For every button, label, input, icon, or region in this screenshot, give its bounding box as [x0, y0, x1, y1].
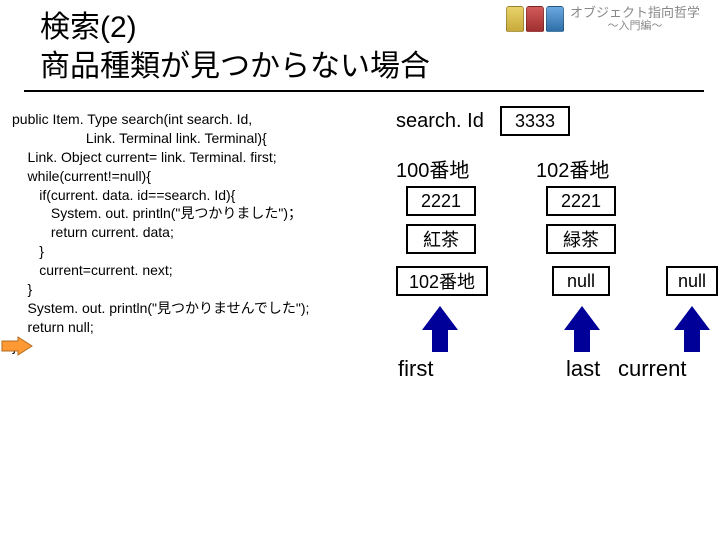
- header: 検索(2) 商品種類が見つからない場合 オブジェクト指向哲学 ～入門編～: [0, 0, 720, 86]
- last-label: last: [566, 356, 600, 382]
- addr-label-1: 100番地: [396, 154, 469, 183]
- node1-name: 紅茶: [406, 224, 476, 254]
- up-arrow-icon: [562, 306, 602, 352]
- node1-id: 2221: [406, 186, 476, 216]
- up-arrow-icon: [672, 306, 712, 352]
- node2-next: null: [552, 266, 610, 296]
- addr-label-2: 102番地: [536, 154, 609, 183]
- node1-next: 102番地: [396, 266, 488, 296]
- can-icon: [506, 6, 524, 32]
- logo-subtext: ～入門編～: [570, 20, 700, 32]
- can-icon: [546, 6, 564, 32]
- logo-text-block: オブジェクト指向哲学 ～入門編～: [570, 6, 700, 32]
- cans-icon: [506, 6, 564, 32]
- extra-null: null: [666, 266, 718, 296]
- node2-id: 2221: [546, 186, 616, 216]
- node2-name: 緑茶: [546, 224, 616, 254]
- code-block: public Item. Type search(int search. Id,…: [12, 110, 309, 356]
- logo-text: オブジェクト指向哲学: [570, 6, 700, 20]
- search-id-value: 3333: [500, 106, 570, 136]
- title-line-2: 商品種類が見つからない場合: [40, 47, 720, 86]
- content: public Item. Type search(int search. Id,…: [0, 92, 720, 512]
- first-label: first: [398, 356, 433, 382]
- logo-area: オブジェクト指向哲学 ～入門編～: [506, 6, 700, 32]
- up-arrow-icon: [420, 306, 460, 352]
- can-icon: [526, 6, 544, 32]
- current-label: current: [618, 356, 686, 382]
- search-id-label: search. Id: [396, 110, 484, 133]
- return-null-arrow-icon: [0, 336, 34, 356]
